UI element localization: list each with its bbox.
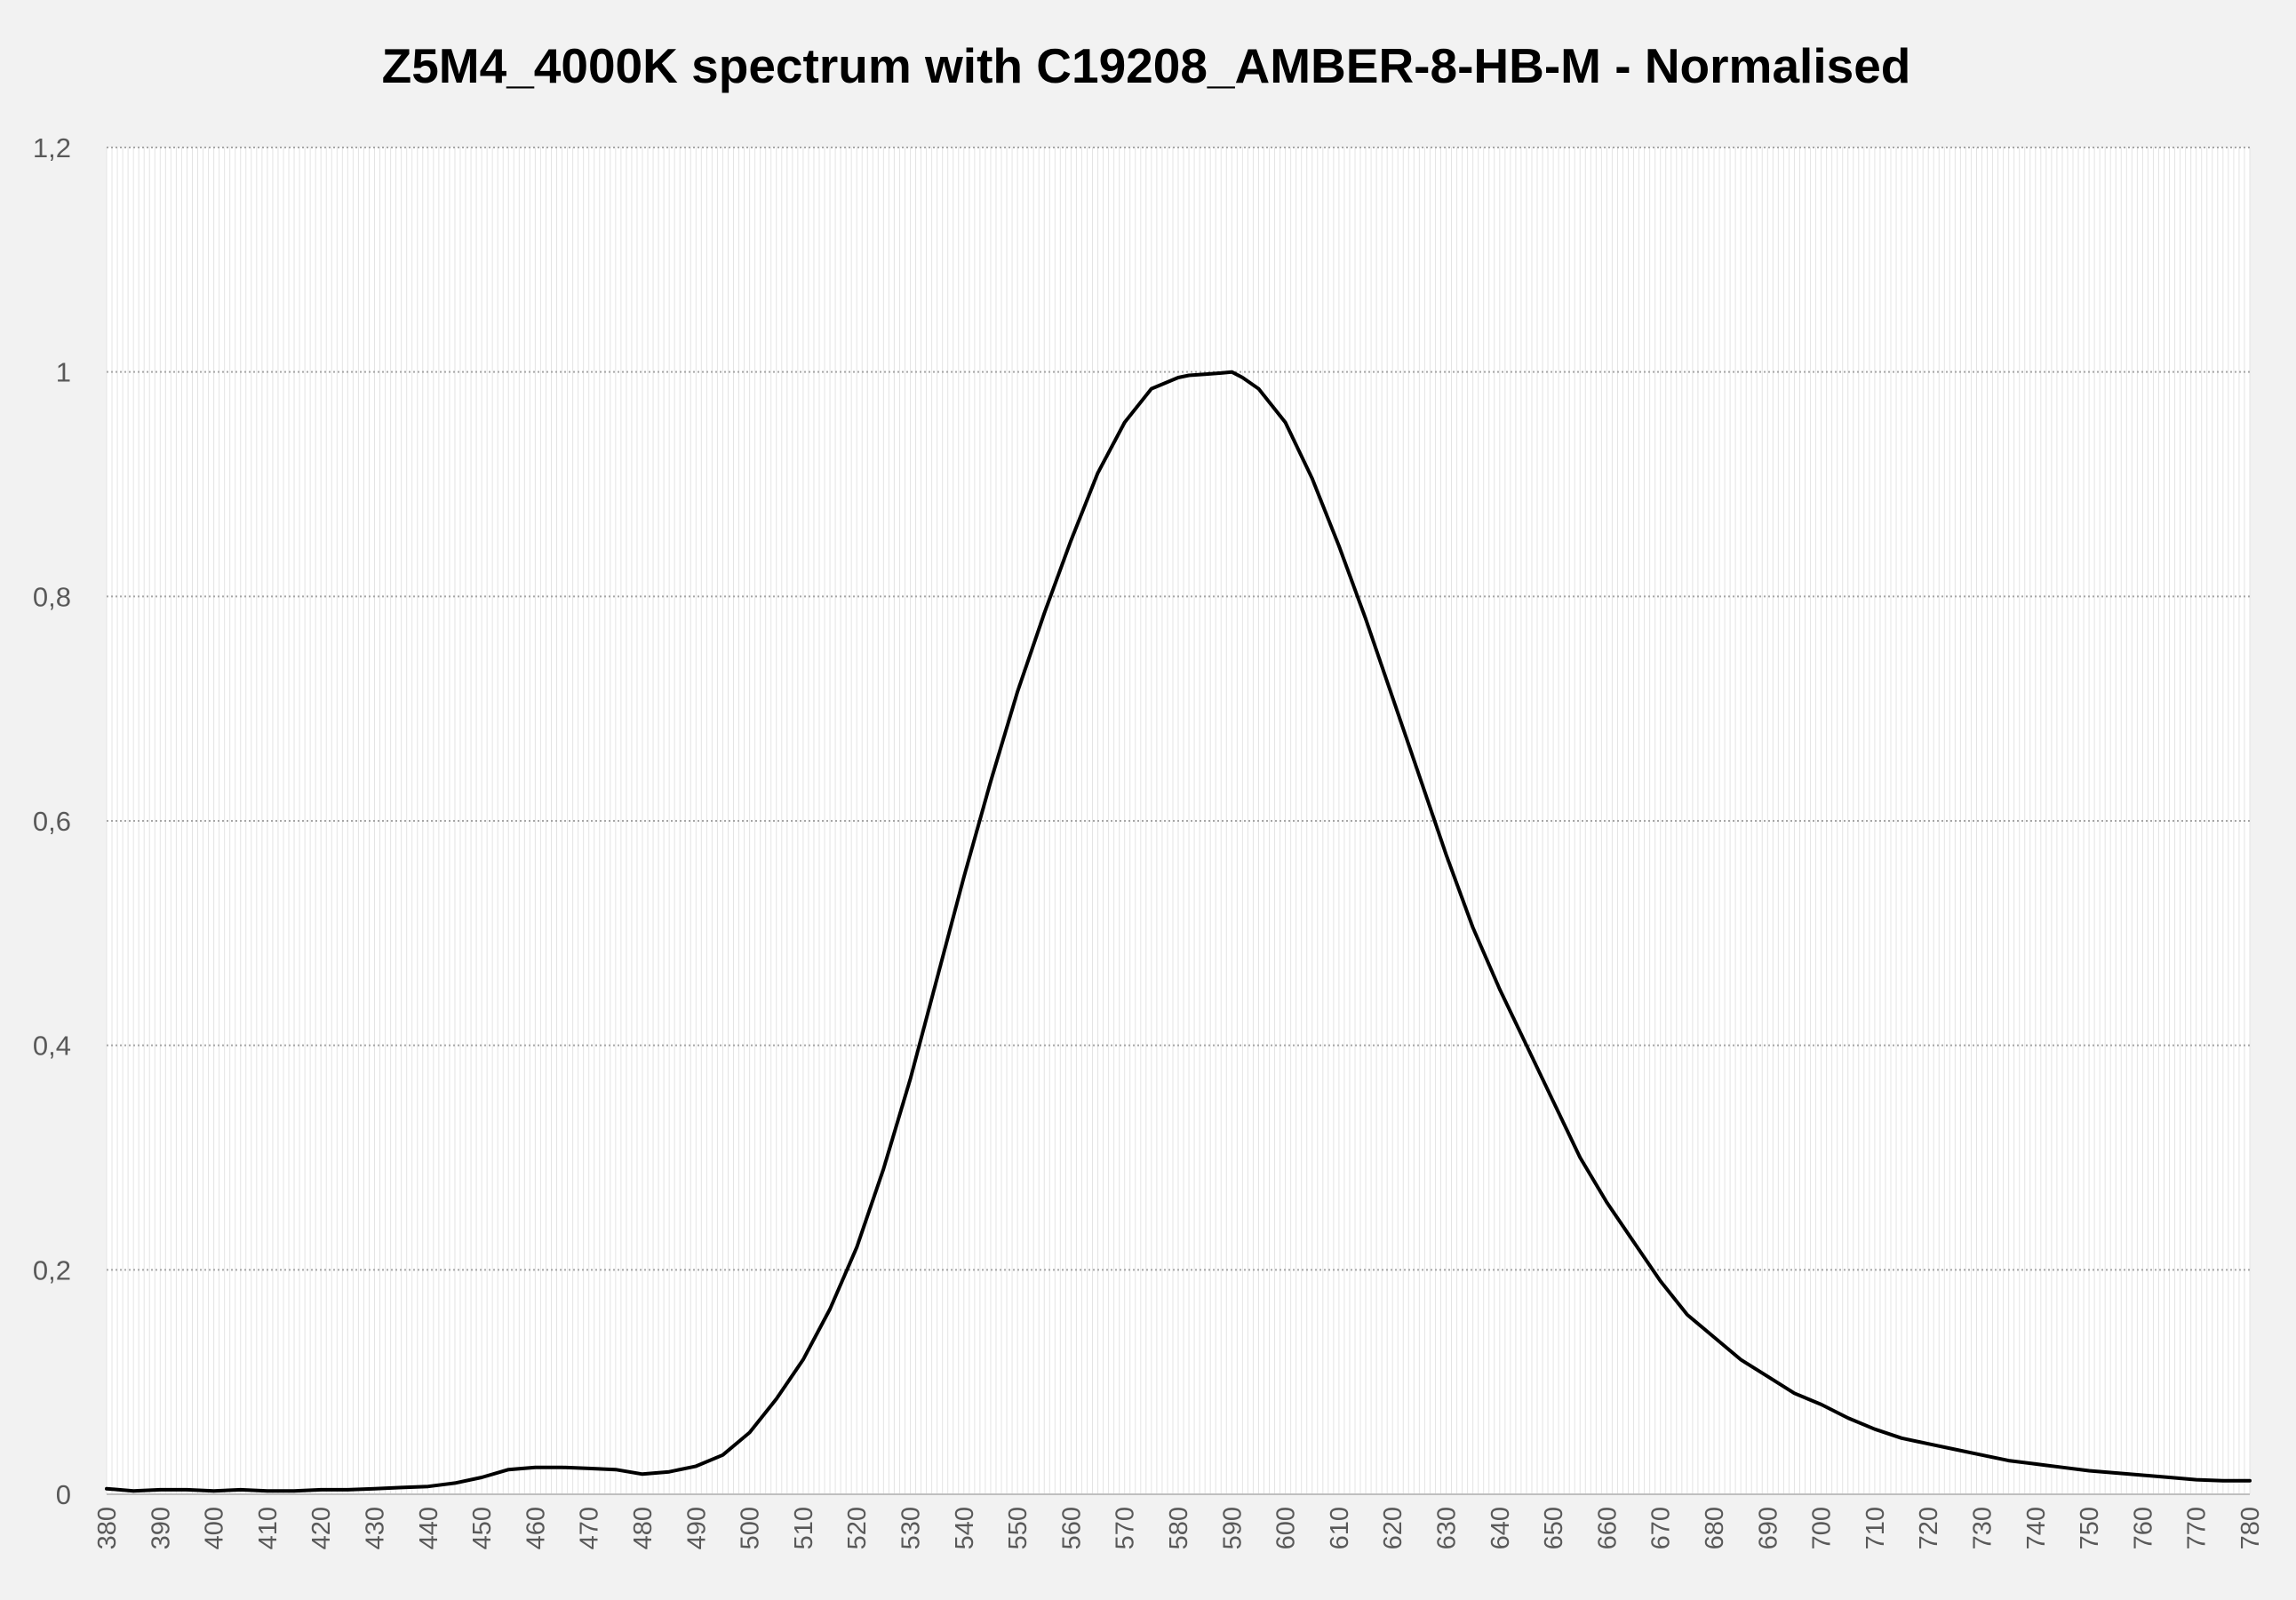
x-tick-label: 450 xyxy=(468,1507,497,1549)
x-tick-label: 620 xyxy=(1379,1507,1407,1549)
x-tick-label: 660 xyxy=(1593,1507,1622,1549)
x-tick-label: 630 xyxy=(1433,1507,1462,1549)
x-tick-label: 740 xyxy=(2022,1507,2051,1549)
x-tick-label: 380 xyxy=(93,1507,122,1549)
y-tick-label: 0,6 xyxy=(33,806,71,837)
x-tick-label: 710 xyxy=(1862,1507,1890,1549)
spectrum-line xyxy=(105,370,2252,1493)
y-tick-label: 0,8 xyxy=(33,581,71,612)
x-tick-label: 420 xyxy=(307,1507,336,1549)
x-tick-label: 480 xyxy=(629,1507,658,1549)
series-layer xyxy=(105,370,2252,1493)
y-tick-label: 0,2 xyxy=(33,1254,71,1286)
x-tick-label: 640 xyxy=(1487,1507,1515,1549)
x-tick-label: 460 xyxy=(522,1507,550,1549)
x-tick-label: 400 xyxy=(201,1507,229,1549)
y-tick-label: 0,4 xyxy=(33,1031,71,1062)
x-tick-label: 750 xyxy=(2076,1507,2104,1549)
x-tick-label: 770 xyxy=(2183,1507,2212,1549)
x-tick-label: 730 xyxy=(1969,1507,1997,1549)
x-tick-label: 440 xyxy=(415,1507,443,1549)
x-tick-label: 610 xyxy=(1326,1507,1354,1549)
x-tick-label: 540 xyxy=(951,1507,979,1549)
x-tick-label: 720 xyxy=(1915,1507,1943,1549)
x-tick-label: 430 xyxy=(362,1507,390,1549)
y-gridlines xyxy=(107,147,2250,1271)
x-tick-label: 690 xyxy=(1754,1507,1782,1549)
x-tick-label: 600 xyxy=(1272,1507,1301,1549)
x-tick-label: 550 xyxy=(1004,1507,1032,1549)
y-tick-label: 1 xyxy=(56,357,71,388)
x-tick-label: 760 xyxy=(2129,1507,2157,1549)
x-tick-label: 670 xyxy=(1647,1507,1676,1549)
y-tick-label: 1,2 xyxy=(33,132,71,163)
x-tick-label: 510 xyxy=(790,1507,818,1549)
x-tick-label: 490 xyxy=(682,1507,711,1549)
x-tick-label: 650 xyxy=(1540,1507,1568,1549)
x-tick-label: 560 xyxy=(1057,1507,1086,1549)
x-tick-label: 390 xyxy=(147,1507,175,1549)
x-tick-label: 500 xyxy=(737,1507,765,1549)
x-tick-label: 780 xyxy=(2236,1507,2265,1549)
x-tick-label: 580 xyxy=(1165,1507,1193,1549)
y-tick-label: 0 xyxy=(56,1479,71,1510)
chart-title: Z5M4_4000K spectrum with C19208_AMBER-8-… xyxy=(382,38,1911,93)
x-tick-label: 700 xyxy=(1808,1507,1837,1549)
x-tick-label: 470 xyxy=(576,1507,604,1549)
x-tick-label: 570 xyxy=(1112,1507,1140,1549)
x-tick-label: 530 xyxy=(897,1507,926,1549)
x-tick-label: 680 xyxy=(1701,1507,1729,1549)
x-tick-label: 520 xyxy=(843,1507,872,1549)
y-axis-tick-labels: 0 0,2 0,4 0,6 0,8 1 1,2 xyxy=(33,132,71,1510)
x-axis-tick-labels: 380 390 400 410 420 430 440 450 460 470 480 490 500 5… xyxy=(93,1507,2265,1549)
x-tick-label: 590 xyxy=(1218,1507,1247,1549)
x-tick-label: 410 xyxy=(254,1507,283,1549)
